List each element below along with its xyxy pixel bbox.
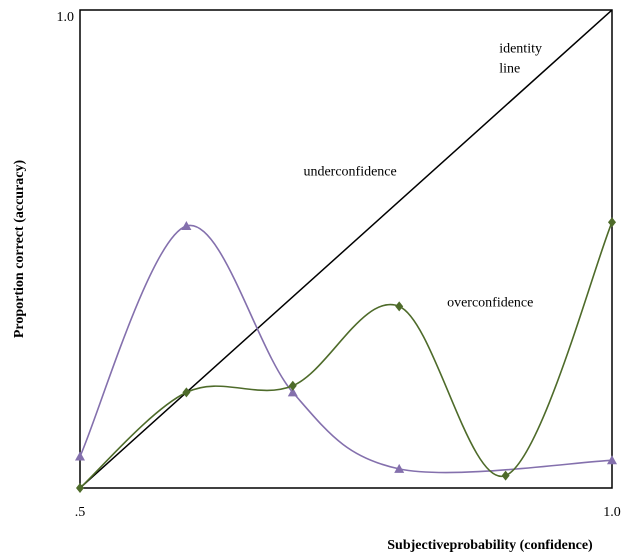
annotation: underconfidence [303,165,396,180]
data-point [76,483,84,493]
series-line [80,224,612,474]
x-axis-label: Subjectiveprobability (confidence) [387,538,593,553]
x-tick-label: .5 [75,505,86,520]
data-point [75,451,85,461]
y-axis-label: Proportion correct (accuracy) [12,160,27,339]
data-point [608,217,616,228]
annotation: line [499,61,520,76]
data-point [288,380,297,391]
plot-area [80,10,612,488]
data-point [394,463,405,473]
annotation: identity [499,41,542,56]
series-line [80,221,612,488]
data-point [287,387,298,397]
data-point [395,301,404,312]
annotation: overconfidence [447,296,533,311]
x-tick-label: 1.0 [603,505,621,520]
plot-frame [79,9,613,489]
data-point [501,470,510,481]
y-tick-label: 1.0 [57,10,75,25]
identity-line [80,10,612,488]
data-point [182,387,191,398]
data-point [181,221,192,231]
data-point [607,455,617,465]
